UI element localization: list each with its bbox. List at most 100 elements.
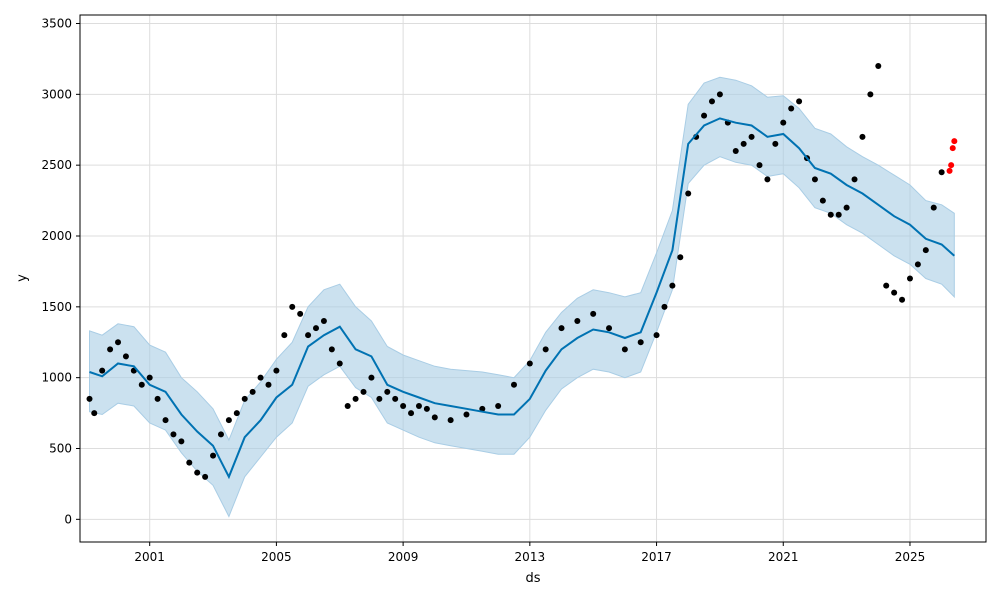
x-tick-label: 2005 [261,550,292,564]
observed-point [423,405,430,412]
y-tick-label: 2000 [41,229,72,243]
observed-point [764,176,771,183]
observed-point [669,282,676,289]
observed-point [922,247,929,254]
observed-point [122,353,129,360]
observed-point [178,438,185,445]
x-tick-label: 2021 [768,550,799,564]
y-tick-label: 1000 [41,371,72,385]
observed-point [86,395,93,402]
new-point [946,167,953,174]
observed-point [273,367,280,374]
observed-point [384,388,391,395]
new-point [948,162,955,169]
observed-point [558,325,565,332]
observed-point [883,282,890,289]
observed-point [748,133,755,140]
observed-point [400,403,407,409]
new-point [949,145,956,152]
x-tick-label: 2001 [134,550,165,564]
observed-point [574,318,581,324]
plot-area-frame [79,14,987,543]
y-tick-label: 3000 [41,87,72,101]
observed-points [86,63,945,480]
observed-point [202,473,209,480]
y-tick-label: 2500 [41,158,72,172]
observed-point [891,289,898,296]
observed-point [99,367,106,374]
observed-point [320,318,327,324]
observed-point [875,63,882,69]
observed-point [479,405,486,412]
observed-point [194,469,201,476]
observed-point [217,431,224,438]
observed-point [495,403,502,409]
observed-point [328,346,335,353]
uncertainty-band [89,76,955,518]
x-axis-title: ds [525,571,540,586]
observed-point [138,381,145,388]
observed-point [859,133,866,140]
new-points [946,138,958,174]
observed-point [305,332,312,339]
observed-point [368,374,375,381]
observed-point [146,374,153,381]
observed-point [289,303,296,310]
observed-point [938,169,945,176]
y-axis-title: y [15,274,30,282]
observed-point [107,346,114,353]
observed-point [265,381,272,388]
y-tick-label: 500 [49,442,72,456]
observed-point [344,403,351,409]
observed-point [186,459,193,466]
x-tick-label: 2025 [895,550,926,564]
observed-point [392,395,399,402]
observed-point [447,417,454,424]
forecast-trend-line [89,117,955,480]
observed-point [376,395,383,402]
observed-point [257,374,264,381]
y-tick-label: 0 [64,512,72,526]
uncertainty-interval [89,76,955,518]
observed-point [914,261,921,268]
observed-point [701,112,708,119]
observed-point [154,395,161,402]
observed-point [740,140,747,147]
observed-point [906,275,913,282]
observed-point [297,310,304,317]
x-tick-label: 2009 [388,550,419,564]
observed-point [851,176,858,183]
x-axis: 2001 2005 2009 2013 2017 2021 2025 [134,542,925,564]
observed-point [431,414,438,421]
observed-point [708,98,715,105]
observed-point [685,190,692,197]
observed-point [732,148,739,154]
y-tick-label: 1500 [41,300,72,314]
observed-point [170,431,177,438]
observed-point [653,332,660,339]
x-tick-label: 2013 [515,550,546,564]
observed-point [210,452,217,459]
observed-point [463,411,470,418]
observed-point [352,395,359,402]
observed-point [827,211,834,218]
observed-point [313,325,320,332]
x-tick-label: 2017 [641,550,672,564]
observed-point [811,176,818,183]
observed-point [930,204,937,211]
observed-point [233,410,240,417]
observed-point [677,254,684,261]
observed-point [899,296,906,303]
observed-point [91,410,98,417]
observed-point [780,119,787,126]
observed-point [249,388,256,395]
observed-point [606,325,613,332]
observed-point [756,162,763,169]
observed-point [621,346,628,353]
observed-point [510,381,517,388]
observed-point [542,346,549,353]
new-point [951,138,958,145]
observed-point [796,98,803,105]
observed-point [162,417,169,424]
